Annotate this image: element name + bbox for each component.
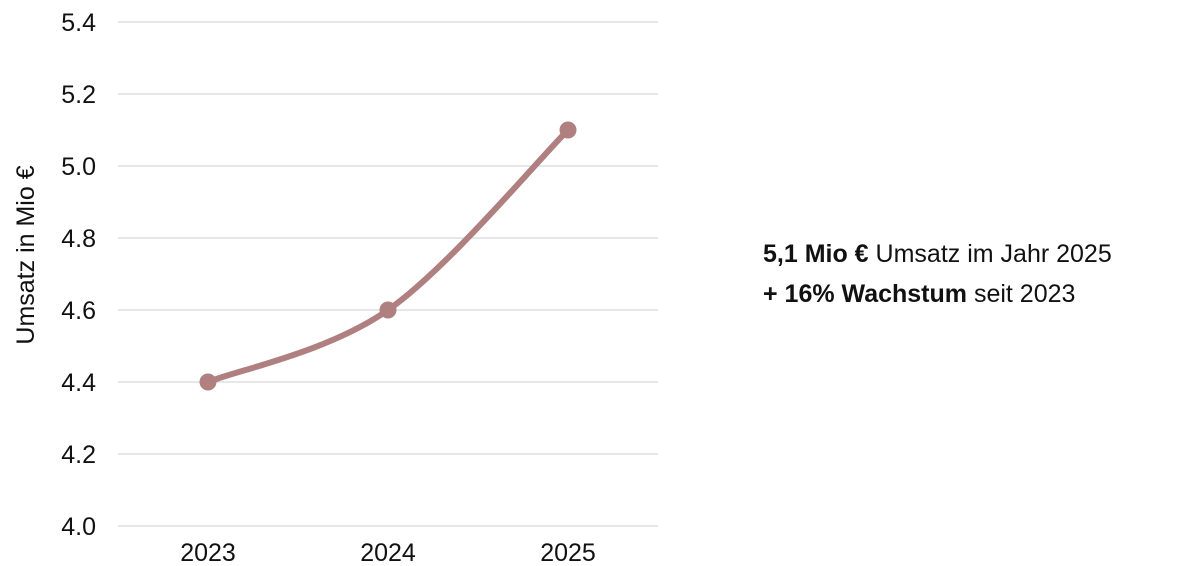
y-axis-ticks: 4.0 4.2 4.4 4.6 4.8 5.0 5.2 5.4 [61,9,96,541]
gridlines [118,21,658,527]
y-tick-label: 4.4 [61,369,96,397]
x-tick-label: 2024 [360,539,416,566]
y-tick-label: 4.0 [61,513,96,541]
y-tick-label: 4.6 [61,297,96,325]
x-axis-ticks: 2023 2024 2025 [180,539,596,566]
annotation-line-growth: + 16% Wachstum seit 2023 [763,274,1112,314]
x-tick-label: 2025 [540,539,596,566]
annotation-growth-text: seit 2023 [967,280,1076,308]
y-tick-label: 5.4 [61,9,96,37]
annotation-line-revenue: 5,1 Mio € Umsatz im Jahr 2025 [763,234,1112,274]
x-tick-label: 2023 [180,539,236,566]
y-tick-label: 5.2 [61,81,96,109]
annotation-growth-highlight: + 16% Wachstum [763,280,968,308]
y-tick-label: 4.2 [61,441,96,469]
y-axis-title: Umsatz in Mio € [12,165,40,344]
data-point [379,301,397,319]
series-layer [199,121,577,391]
y-tick-label: 5.0 [61,153,96,181]
data-point [199,373,217,391]
series-line [205,127,571,385]
summary-annotation: 5,1 Mio € Umsatz im Jahr 2025 + 16% Wach… [763,234,1112,314]
annotation-revenue-highlight: 5,1 Mio € [763,240,869,268]
annotation-revenue-text: Umsatz im Jahr 2025 [868,240,1112,268]
y-tick-label: 4.8 [61,225,96,253]
data-point [559,121,577,139]
